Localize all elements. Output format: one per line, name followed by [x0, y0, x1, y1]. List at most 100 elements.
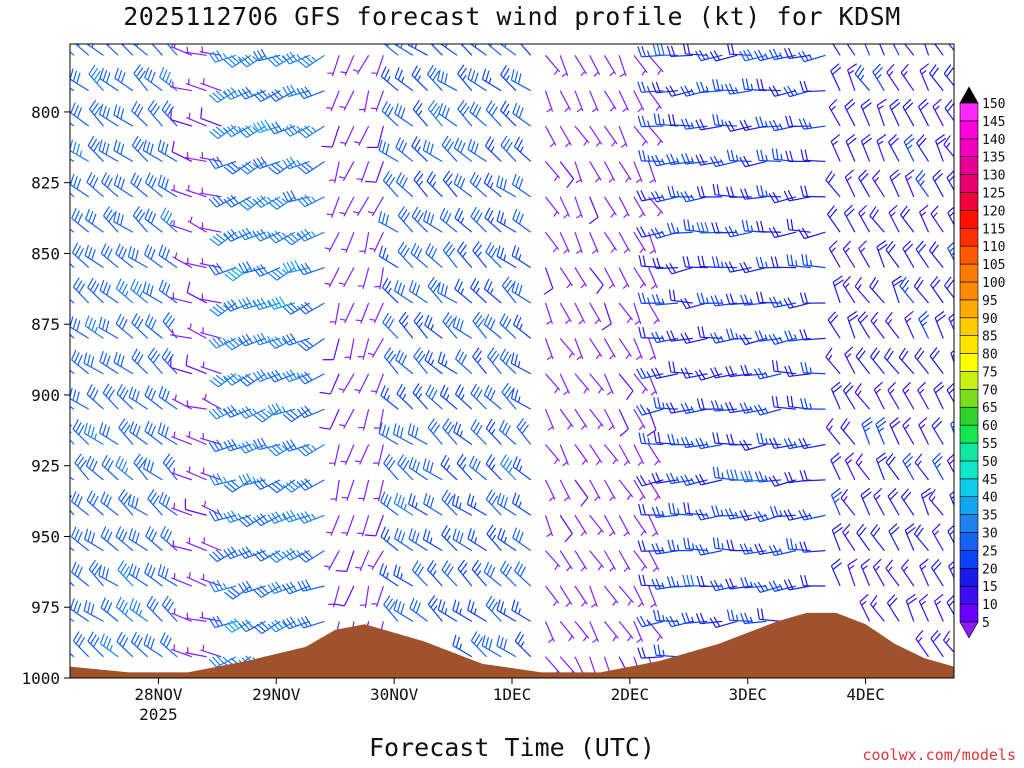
wind-barb — [544, 408, 555, 431]
wind-barb — [854, 64, 871, 92]
wind-barb — [873, 381, 885, 410]
wind-barb — [618, 196, 630, 219]
wind-barb — [648, 444, 661, 466]
wind-barb — [682, 44, 708, 56]
wind-barb — [739, 49, 767, 62]
wind-barb — [326, 196, 340, 218]
wind-barb — [860, 487, 872, 516]
wind-barb — [70, 369, 75, 375]
wind-barb — [201, 393, 222, 410]
wind-barb — [170, 502, 193, 516]
wind-barb — [485, 418, 502, 445]
wind-barb — [161, 348, 178, 375]
x-tick-sublabel: 2025 — [139, 705, 178, 724]
wind-barb — [618, 338, 632, 360]
wind-barb — [71, 349, 90, 375]
wind-barb — [199, 222, 222, 233]
wind-barb — [395, 172, 414, 198]
wind-barb — [947, 524, 954, 545]
wind-barb — [589, 55, 601, 77]
wind-barb — [352, 55, 370, 75]
wind-barb — [72, 631, 90, 658]
wind-barb — [603, 90, 617, 112]
wind-barb — [470, 631, 487, 658]
wind-barb — [942, 630, 954, 654]
wind-barb — [200, 467, 222, 481]
wind-barb — [924, 44, 930, 56]
wind-barb — [88, 64, 104, 92]
wind-barb — [424, 314, 443, 339]
wind-barb — [208, 473, 237, 486]
wind-barb — [574, 267, 588, 289]
wind-barb — [904, 523, 916, 551]
wind-barb — [828, 240, 841, 268]
wind-barb — [496, 245, 517, 269]
wind-barb — [380, 385, 399, 410]
credit-link[interactable]: coolwx.com/models — [862, 746, 1016, 764]
wind-barb — [946, 594, 954, 616]
wind-barb — [186, 281, 207, 304]
wind-barb — [374, 267, 384, 290]
colorbar-label: 120 — [982, 204, 1005, 219]
wind-barb — [114, 67, 134, 92]
wind-barb — [208, 335, 237, 349]
wind-barb — [186, 537, 207, 552]
wind-barb — [341, 515, 355, 537]
wind-barb — [131, 348, 149, 375]
colorbar-segment — [959, 299, 979, 319]
wind-barb — [545, 444, 561, 465]
wind-barb — [666, 45, 693, 58]
wind-barb — [756, 149, 782, 163]
wind-barb — [297, 615, 325, 629]
wind-barb — [238, 86, 266, 100]
wind-barb — [559, 408, 574, 430]
wind-barb — [799, 329, 826, 341]
wind-barbs — [70, 44, 954, 678]
wind-barb — [739, 155, 767, 168]
wind-barb — [825, 418, 841, 445]
wind-barb — [486, 524, 502, 552]
wind-barb — [603, 514, 616, 537]
wind-barb — [695, 49, 723, 62]
wind-barb — [481, 68, 502, 92]
wind-barb — [102, 383, 119, 410]
wind-barb — [633, 585, 645, 608]
wind-barb — [798, 509, 826, 521]
wind-barb — [85, 455, 104, 481]
wind-barb — [933, 381, 945, 410]
wind-barb — [144, 562, 163, 587]
wind-barb — [559, 337, 575, 359]
wind-barb — [437, 599, 458, 622]
x-tick-label: 30NOV — [370, 685, 419, 704]
wind-barb — [832, 275, 844, 304]
wind-barb — [618, 302, 634, 324]
wind-barb — [411, 136, 429, 162]
wind-barb — [754, 471, 782, 483]
wind-barb — [870, 595, 885, 622]
wind-barb — [144, 420, 163, 445]
wind-barb — [425, 384, 443, 410]
wind-barb — [633, 90, 645, 113]
wind-barb — [186, 572, 207, 587]
wind-barb — [113, 351, 134, 375]
wind-barb — [472, 241, 488, 268]
wind-barb — [70, 228, 75, 233]
colorbar-label: 135 — [982, 151, 1005, 166]
wind-barb — [756, 185, 782, 198]
wind-barb — [487, 347, 502, 375]
wind-barb — [208, 579, 237, 593]
wind-barb — [172, 252, 193, 269]
wind-barb — [131, 100, 149, 127]
wind-barb — [948, 313, 954, 332]
wind-barb — [224, 266, 252, 282]
wind-barb — [682, 574, 708, 587]
wind-barb — [887, 381, 900, 410]
wind-barb — [373, 409, 384, 431]
wind-barb — [783, 509, 811, 521]
wind-barb — [860, 98, 872, 127]
wind-barb — [185, 78, 207, 92]
wind-barb — [589, 302, 602, 325]
wind-barb — [559, 161, 575, 189]
wind-barb — [200, 644, 222, 658]
wind-barb — [574, 302, 586, 325]
